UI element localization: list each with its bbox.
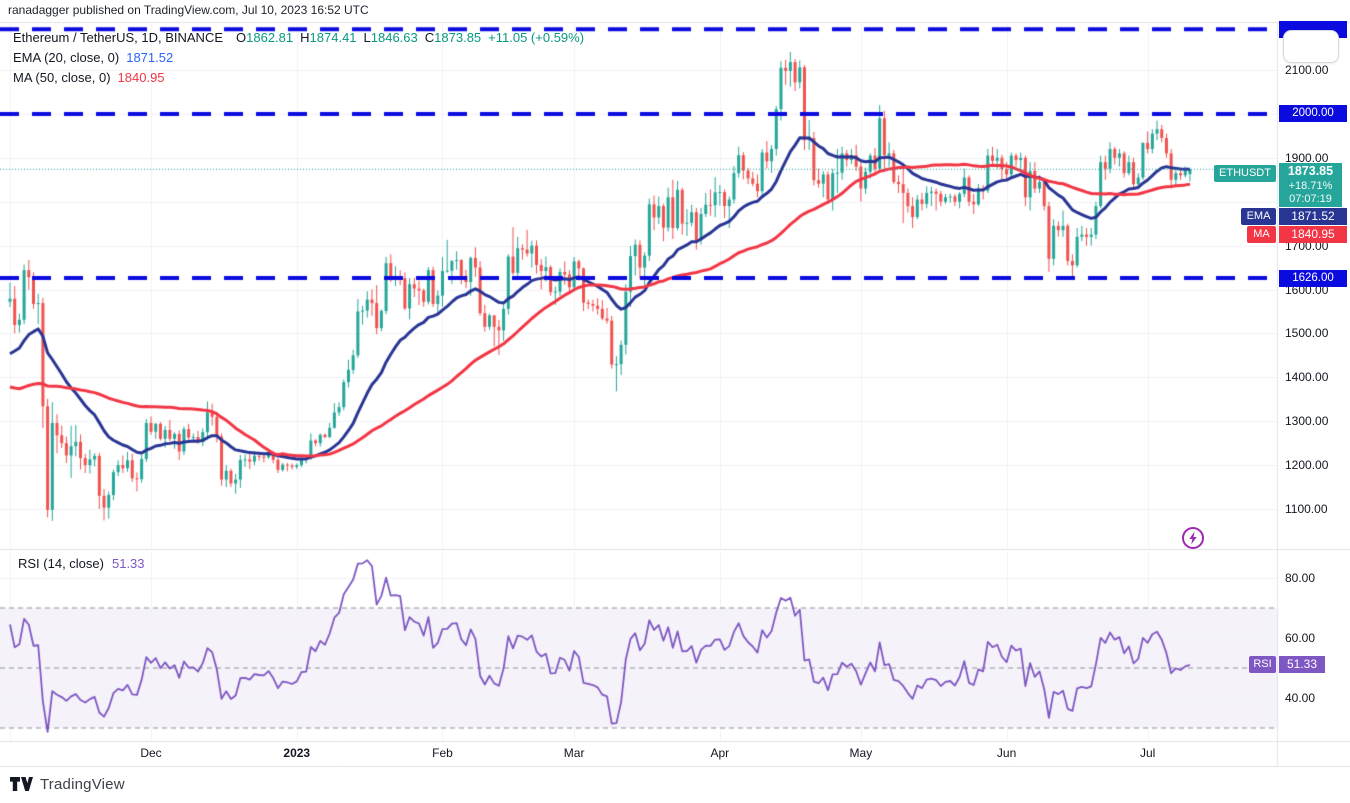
symbol-legend-row[interactable]: Ethereum / TetherUS, 1D, BINANCE O1862.8…	[13, 28, 584, 48]
price-axis-tick: 1100.00	[1285, 502, 1328, 516]
rsi-legend-row[interactable]: RSI (14, close) 51.33	[18, 556, 145, 571]
legend-panel: Ethereum / TetherUS, 1D, BINANCE O1862.8…	[13, 28, 584, 88]
level-price-label: 2000.00	[1279, 105, 1347, 123]
ma-title[interactable]: MA (50, close, 0)	[13, 70, 111, 85]
time-axis-label: 2023	[283, 746, 311, 760]
ma-value: 1840.95	[117, 70, 165, 85]
time-axis-label: Mar	[563, 746, 585, 760]
ema-tag: EMA	[1241, 208, 1276, 225]
time-axis-label: May	[849, 746, 873, 760]
price-axis-tick: 1500.00	[1285, 326, 1329, 341]
close-value: C1873.85	[424, 30, 482, 45]
symbol-price-tag: ETHUSDT	[1214, 165, 1276, 182]
symbol-title[interactable]: Ethereum / TetherUS, 1D, BINANCE	[13, 30, 224, 45]
rsi-tag: RSI	[1249, 656, 1276, 673]
footer-brand[interactable]: TradingView	[10, 776, 125, 793]
ema-value: 1871.52	[126, 50, 174, 65]
time-axis-label: Apr	[710, 746, 730, 760]
price-axis-tick: 1200.00	[1285, 458, 1329, 473]
low-value: L1846.63	[363, 30, 418, 45]
rsi-axis-tick: 60.00	[1285, 631, 1316, 645]
time-axis-label: Jun	[996, 746, 1017, 760]
last-price-label: 1873.85 +18.71% 07:07:19	[1279, 163, 1342, 207]
rsi-price-label: 51.33	[1279, 656, 1325, 673]
time-axis-label: Feb	[432, 746, 453, 760]
price-axis-tick: 1400.00	[1285, 370, 1329, 385]
rsi-value: 51.33	[111, 556, 145, 571]
ema-price-label: 1871.52	[1279, 208, 1347, 225]
ohlc-values: O1862.81 H1874.41 L1846.63 C1873.85 +11.…	[236, 28, 584, 48]
rsi-axis-tick: 40.00	[1285, 691, 1316, 705]
ma-tag: MA	[1247, 226, 1276, 243]
price-axis-tick: 1300.00	[1285, 414, 1329, 429]
change-value: +11.05 (+0.59%)	[488, 30, 585, 45]
tradingview-brand-text: TradingView	[40, 776, 125, 793]
publish-watermark: ranadagger published on TradingView.com,…	[8, 3, 369, 17]
empty-note-box[interactable]	[1283, 30, 1339, 63]
open-value: O1862.81	[236, 30, 294, 45]
price-axis-tick: 2100.00	[1285, 63, 1329, 77]
ma-legend-row[interactable]: MA (50, close, 0) 1840.95	[13, 68, 584, 88]
price-axis-tick: 1900.00	[1285, 150, 1329, 165]
ma-price-label: 1840.95	[1279, 226, 1347, 243]
lightning-icon	[1182, 527, 1204, 549]
high-value: H1874.41	[300, 30, 357, 45]
time-axis-label: Jul	[1139, 746, 1156, 760]
rsi-title[interactable]: RSI (14, close)	[18, 556, 104, 571]
level-price-label: 1626.00	[1279, 269, 1347, 287]
ema-legend-row[interactable]: EMA (20, close, 0) 1871.52	[13, 48, 584, 68]
flash-ideas-button[interactable]	[1181, 526, 1205, 550]
ema-title[interactable]: EMA (20, close, 0)	[13, 50, 120, 65]
tradingview-logo-icon	[10, 777, 33, 791]
last-price-change-pct: +18.71%	[1288, 180, 1333, 192]
time-axis-label: Dec	[140, 746, 162, 760]
bar-countdown: 07:07:19	[1289, 193, 1332, 205]
rsi-axis-tick: 80.00	[1285, 571, 1316, 585]
last-price-value: 1873.85	[1287, 164, 1334, 178]
